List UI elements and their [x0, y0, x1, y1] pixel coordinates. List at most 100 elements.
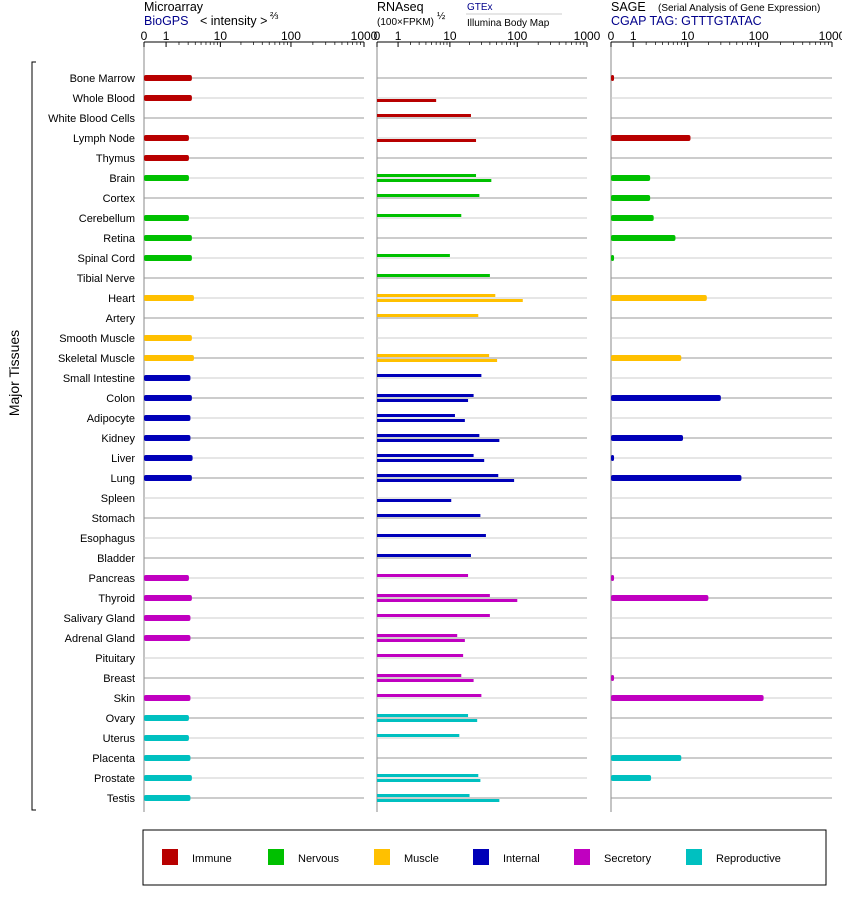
gtex-bar — [377, 274, 490, 277]
gtex-bar — [377, 474, 499, 477]
tissue-label: Brain — [109, 173, 135, 185]
sage-tick-label: 1 — [630, 29, 637, 43]
gtex-bar — [377, 614, 490, 617]
illumina-bar — [377, 399, 469, 402]
gtex-bar — [377, 554, 471, 557]
gtex-bar — [377, 414, 455, 417]
gtex-bar — [377, 194, 480, 197]
tissue-label: Skin — [114, 693, 135, 705]
y-axis-label: Major Tissues — [6, 330, 22, 416]
tissue-label: Placenta — [92, 753, 136, 765]
sage-bar — [611, 235, 676, 241]
illumina-bar — [377, 479, 515, 482]
legend-swatch-nervous — [268, 849, 284, 865]
sage-bar — [611, 695, 764, 701]
microarray-bar — [144, 755, 191, 761]
gtex-bar — [377, 594, 490, 597]
tissue-label: Bone Marrow — [70, 73, 135, 85]
sage-bar — [611, 255, 615, 261]
illumina-bar — [377, 639, 465, 642]
gtex-bar — [377, 114, 471, 117]
tissue-label: Cerebellum — [79, 213, 135, 225]
legend-swatch-muscle — [374, 849, 390, 865]
tissue-label: Uterus — [103, 733, 136, 745]
gtex-bar — [377, 634, 458, 637]
illumina-bar — [377, 99, 437, 102]
tissue-label: Testis — [107, 793, 136, 805]
sage-bar — [611, 135, 691, 141]
sage-bar — [611, 595, 709, 601]
microarray-tick-label: 0 — [141, 29, 148, 43]
rnaseq-tick-label: 1 — [395, 29, 402, 43]
microarray-bar — [144, 95, 192, 101]
gtex-bar — [377, 694, 482, 697]
sage-bar — [611, 295, 707, 301]
tissue-label: Artery — [106, 313, 136, 325]
sage-tick-label: 0 — [608, 29, 615, 43]
tissue-label: White Blood Cells — [48, 113, 135, 125]
microarray-tick-label: 1 — [163, 29, 170, 43]
tissue-label: Adipocyte — [87, 413, 135, 425]
legend-label-internal: Internal — [503, 853, 540, 865]
sage-bar — [611, 775, 652, 781]
microarray-title: Microarray — [144, 0, 204, 14]
gtex-bar — [377, 734, 460, 737]
tissue-label: Salivary Gland — [63, 613, 135, 625]
microarray-bar — [144, 735, 189, 741]
legend-label-immune: Immune — [192, 853, 232, 865]
sage-bar — [611, 395, 721, 401]
tissue-label: Heart — [108, 293, 135, 305]
microarray-bar — [144, 635, 191, 641]
microarray-bar — [144, 475, 192, 481]
tissue-label: Stomach — [92, 513, 135, 525]
fpkm-exponent: ½ — [437, 11, 446, 22]
tissue-label: Spinal Cord — [78, 253, 135, 265]
gtex-bar — [377, 674, 462, 677]
microarray-bar — [144, 235, 192, 241]
microarray-tick-label: 100 — [281, 29, 301, 43]
illumina-bar — [377, 499, 452, 502]
sage-bar — [611, 435, 684, 441]
sage-tick-label: 10 — [681, 29, 695, 43]
gtex-bar — [377, 534, 486, 537]
tissue-label: Pituitary — [95, 653, 135, 665]
legend-box — [142, 829, 827, 886]
tissue-label: Small Intestine — [63, 373, 135, 385]
microarray-tick-label: 1000 — [351, 29, 378, 43]
gtex-label[interactable]: GTEx — [467, 2, 493, 13]
tissue-label: Thyroid — [98, 593, 135, 605]
biogps-link[interactable]: BioGPS — [144, 14, 188, 28]
sage-bar — [611, 195, 651, 201]
microarray-bar — [144, 335, 192, 341]
tissue-label: Thymus — [96, 153, 136, 165]
sage-tick-label: 1000 — [819, 29, 842, 43]
legend-swatch-internal — [473, 849, 489, 865]
tissue-label: Bladder — [97, 553, 135, 565]
gtex-bar — [377, 774, 479, 777]
microarray-bar — [144, 695, 191, 701]
tissue-label: Skeletal Muscle — [58, 353, 135, 365]
microarray-tick-label: 10 — [214, 29, 228, 43]
sage-tick-label: 100 — [749, 29, 769, 43]
rnaseq-tick-label: 100 — [507, 29, 527, 43]
illumina-bar — [377, 359, 498, 362]
legend-label-muscle: Muscle — [404, 853, 439, 865]
illumina-bar — [377, 299, 523, 302]
sage-description: (Serial Analysis of Gene Expression) — [658, 3, 820, 14]
tissue-bracket — [31, 61, 36, 811]
microarray-bar — [144, 255, 192, 261]
microarray-bar — [144, 155, 189, 161]
gtex-bar — [377, 314, 479, 317]
sage-title: SAGE — [611, 0, 646, 14]
intensity-exponent: ⅔ — [270, 11, 279, 22]
tissue-label: Prostate — [94, 773, 135, 785]
tissue-label: Whole Blood — [73, 93, 135, 105]
microarray-bar — [144, 455, 193, 461]
fpkm-label: (100×FPKM) — [377, 17, 434, 28]
cgap-tag[interactable]: CGAP TAG: GTTTGTATAC — [611, 14, 762, 28]
microarray-bar — [144, 775, 192, 781]
gtex-bar — [377, 434, 480, 437]
illumina-bar — [377, 419, 465, 422]
illumina-label: Illumina Body Map — [467, 18, 550, 29]
